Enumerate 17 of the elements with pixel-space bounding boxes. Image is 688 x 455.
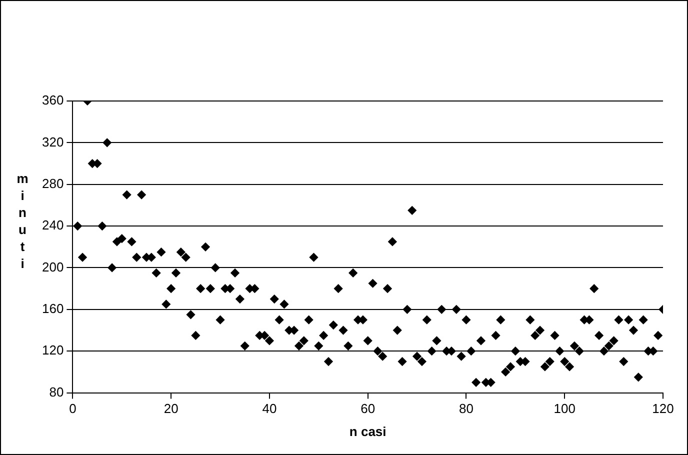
y-axis-title: minuti <box>15 171 30 273</box>
x-tick-label: 120 <box>652 401 674 416</box>
y-tick-label: 200 <box>42 259 64 274</box>
x-tick-label: 60 <box>360 401 376 416</box>
y-tick-label: 240 <box>42 218 64 233</box>
y-tick-label: 80 <box>49 384 64 400</box>
y-tick-label: 360 <box>42 92 64 108</box>
x-axis-title: n casi <box>349 424 386 439</box>
x-tick-label: 80 <box>458 401 474 416</box>
y-tick-label: 280 <box>42 176 64 191</box>
y-tick-label: 320 <box>42 134 64 150</box>
y-tick-label: 120 <box>42 342 64 358</box>
x-tick-label: 40 <box>262 401 277 416</box>
x-tick-label: 20 <box>164 401 178 416</box>
x-tick-label: 100 <box>554 401 576 416</box>
y-tick-label: 160 <box>42 301 64 316</box>
x-tick-label: 0 <box>69 401 76 416</box>
